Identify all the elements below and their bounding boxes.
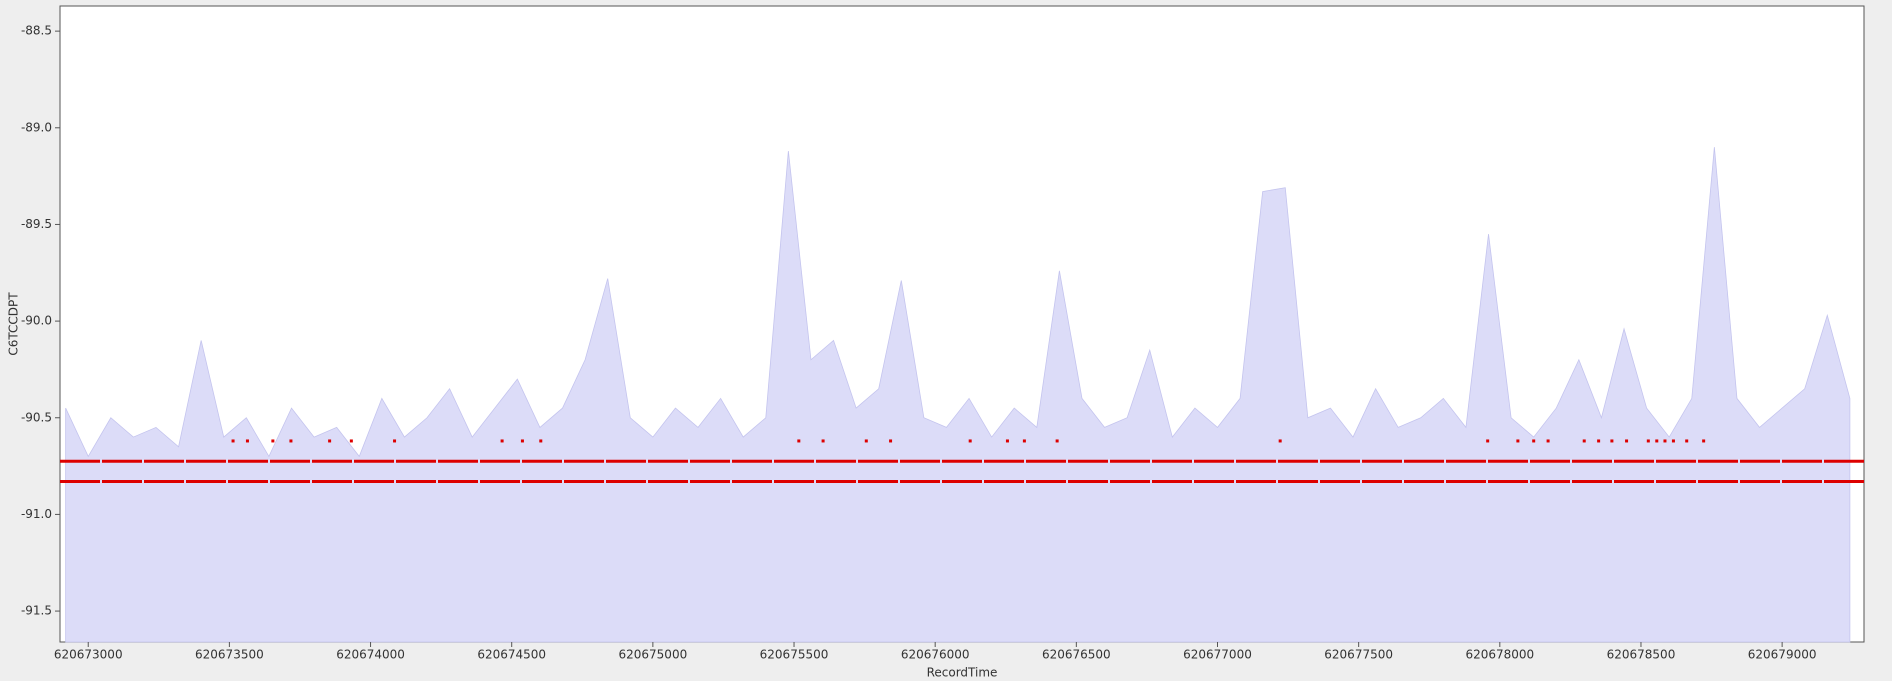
point <box>539 439 543 443</box>
point <box>1055 439 1059 443</box>
x-tick-label: 620678500 <box>1607 648 1676 662</box>
x-tick-label: 620677500 <box>1324 648 1393 662</box>
x-tick-label: 620679000 <box>1748 648 1817 662</box>
x-tick-label: 620673500 <box>195 648 264 662</box>
point <box>289 439 293 443</box>
point <box>1546 439 1550 443</box>
point <box>797 439 801 443</box>
point <box>889 439 893 443</box>
point <box>1005 439 1009 443</box>
point <box>1685 439 1689 443</box>
x-tick-label: 620675500 <box>760 648 829 662</box>
area <box>65 147 1851 643</box>
point <box>520 439 524 443</box>
y-axis-label: C6TCCDPT <box>7 292 21 356</box>
point <box>1022 439 1026 443</box>
point <box>1278 439 1282 443</box>
point <box>328 439 332 443</box>
point <box>231 439 235 443</box>
x-tick-label: 620677000 <box>1183 648 1252 662</box>
x-tick-label: 620673000 <box>54 648 123 662</box>
y-tick-label: -91.5 <box>21 604 52 618</box>
y-tick-label: -91.0 <box>21 507 52 521</box>
point <box>968 439 972 443</box>
point <box>1625 439 1629 443</box>
point <box>1655 439 1659 443</box>
point <box>821 439 825 443</box>
x-tick-label: 620675000 <box>619 648 688 662</box>
point <box>1532 439 1536 443</box>
x-tick-label: 620674000 <box>336 648 405 662</box>
point <box>271 439 275 443</box>
point <box>864 439 868 443</box>
point <box>393 439 397 443</box>
point <box>1671 439 1675 443</box>
point <box>1582 439 1586 443</box>
y-tick-label: -89.5 <box>21 217 52 231</box>
y-tick-label: -90.5 <box>21 410 52 424</box>
y-tick-label: -88.5 <box>21 24 52 38</box>
point <box>1610 439 1614 443</box>
x-tick-label: 620678000 <box>1465 648 1534 662</box>
point <box>1486 439 1490 443</box>
y-tick-label: -89.0 <box>21 120 52 134</box>
data-layer <box>60 147 1864 643</box>
x-tick-label: 620676500 <box>1042 648 1111 662</box>
point <box>1516 439 1520 443</box>
point <box>349 439 353 443</box>
point <box>1663 439 1667 443</box>
x-tick-label: 620676000 <box>901 648 970 662</box>
x-axis-label: RecordTime <box>927 666 998 680</box>
point <box>1646 439 1650 443</box>
x-tick-label: 620674500 <box>477 648 546 662</box>
point <box>1702 439 1706 443</box>
point <box>500 439 504 443</box>
y-tick-label: -90.0 <box>21 314 52 328</box>
point <box>1597 439 1601 443</box>
point <box>245 439 249 443</box>
